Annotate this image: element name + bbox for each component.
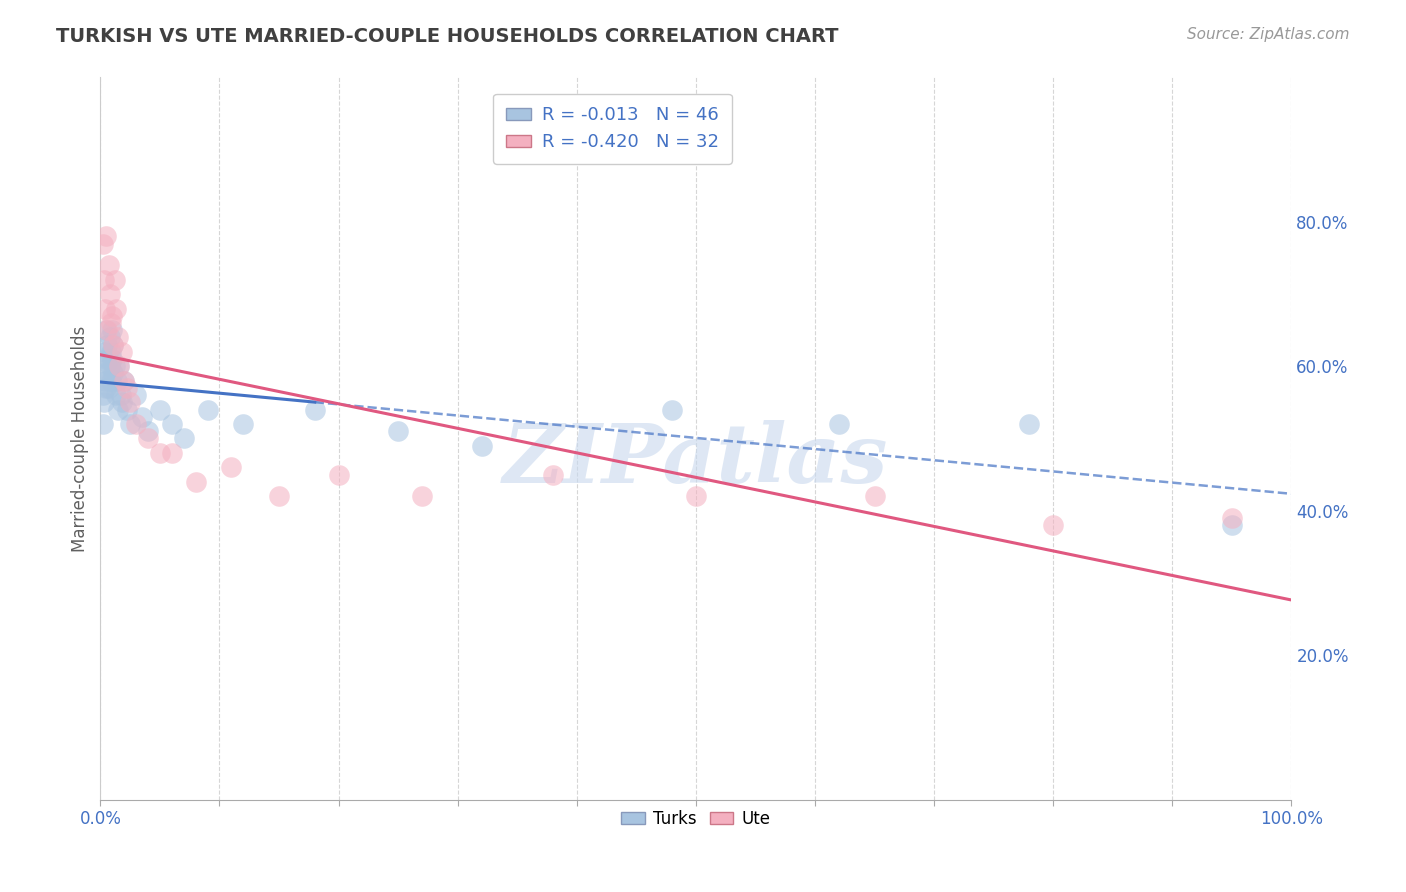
Point bbox=[101, 352, 124, 367]
Point bbox=[541, 467, 564, 482]
Point bbox=[93, 395, 115, 409]
Point bbox=[1018, 417, 1040, 431]
Point bbox=[98, 287, 121, 301]
Point bbox=[125, 417, 148, 431]
Point bbox=[96, 352, 118, 367]
Point bbox=[107, 330, 129, 344]
Point bbox=[100, 316, 122, 330]
Y-axis label: Married-couple Households: Married-couple Households bbox=[72, 326, 89, 551]
Point bbox=[93, 272, 115, 286]
Point bbox=[94, 301, 117, 316]
Point bbox=[103, 367, 125, 381]
Point bbox=[103, 337, 125, 351]
Point bbox=[131, 409, 153, 424]
Point bbox=[828, 417, 851, 431]
Point bbox=[112, 374, 135, 388]
Point bbox=[103, 337, 125, 351]
Point bbox=[685, 489, 707, 503]
Point bbox=[96, 323, 118, 337]
Point bbox=[105, 374, 128, 388]
Point bbox=[173, 432, 195, 446]
Point bbox=[184, 475, 207, 489]
Point bbox=[160, 446, 183, 460]
Point bbox=[96, 367, 118, 381]
Text: TURKISH VS UTE MARRIED-COUPLE HOUSEHOLDS CORRELATION CHART: TURKISH VS UTE MARRIED-COUPLE HOUSEHOLDS… bbox=[56, 27, 839, 45]
Point bbox=[1220, 518, 1243, 533]
Point bbox=[120, 417, 142, 431]
Point bbox=[91, 388, 114, 402]
Point bbox=[108, 359, 131, 374]
Point bbox=[96, 323, 118, 337]
Point bbox=[197, 402, 219, 417]
Point bbox=[125, 388, 148, 402]
Point bbox=[115, 381, 138, 395]
Point bbox=[100, 374, 122, 388]
Point bbox=[120, 395, 142, 409]
Point bbox=[101, 323, 124, 337]
Point bbox=[98, 359, 121, 374]
Point bbox=[101, 309, 124, 323]
Point bbox=[97, 258, 120, 272]
Point bbox=[98, 330, 121, 344]
Legend: Turks, Ute: Turks, Ute bbox=[614, 803, 778, 835]
Text: ZIPatlas: ZIPatlas bbox=[503, 420, 889, 500]
Point bbox=[111, 344, 134, 359]
Point bbox=[104, 272, 127, 286]
Point bbox=[136, 432, 159, 446]
Point bbox=[111, 395, 134, 409]
Point bbox=[96, 381, 118, 395]
Point bbox=[470, 439, 492, 453]
Point bbox=[328, 467, 350, 482]
Point bbox=[104, 388, 127, 402]
Point bbox=[96, 229, 118, 244]
Point bbox=[149, 446, 172, 460]
Point bbox=[863, 489, 886, 503]
Point bbox=[160, 417, 183, 431]
Point bbox=[104, 359, 127, 374]
Point bbox=[107, 402, 129, 417]
Point bbox=[108, 359, 131, 374]
Point bbox=[267, 489, 290, 503]
Point bbox=[97, 381, 120, 395]
Point bbox=[104, 301, 127, 316]
Point bbox=[112, 374, 135, 388]
Point bbox=[1220, 511, 1243, 525]
Point bbox=[100, 344, 122, 359]
Point bbox=[304, 402, 326, 417]
Point bbox=[1042, 518, 1064, 533]
Point bbox=[93, 367, 115, 381]
Point bbox=[149, 402, 172, 417]
Point bbox=[232, 417, 254, 431]
Point bbox=[94, 344, 117, 359]
Point bbox=[91, 236, 114, 251]
Point bbox=[97, 352, 120, 367]
Point bbox=[661, 402, 683, 417]
Point bbox=[110, 388, 132, 402]
Point bbox=[115, 402, 138, 417]
Point bbox=[136, 424, 159, 438]
Point bbox=[387, 424, 409, 438]
Text: Source: ZipAtlas.com: Source: ZipAtlas.com bbox=[1187, 27, 1350, 42]
Point bbox=[96, 337, 118, 351]
Point bbox=[221, 460, 243, 475]
Point bbox=[94, 374, 117, 388]
Point bbox=[91, 417, 114, 431]
Point bbox=[411, 489, 433, 503]
